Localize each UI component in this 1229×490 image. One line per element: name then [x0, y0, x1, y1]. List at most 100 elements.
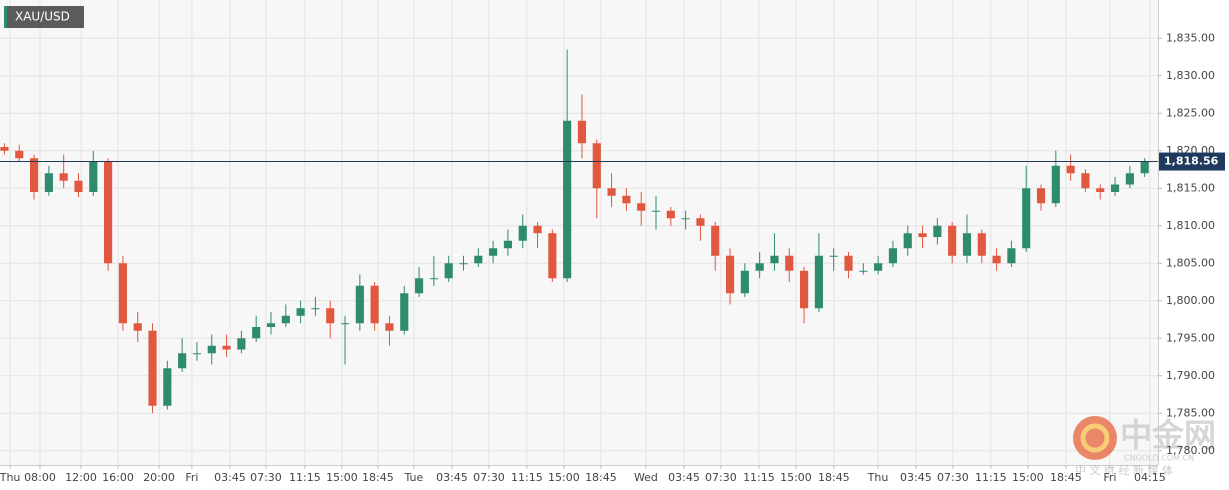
- x-tick-label: 15:00: [780, 471, 812, 484]
- current-price-label: 1,818.56: [1164, 155, 1219, 168]
- candle-body: [696, 218, 705, 226]
- candle-body: [903, 233, 912, 249]
- y-tick-label: 1,825.00: [1166, 106, 1215, 119]
- x-tick-label: 15:00: [548, 471, 580, 484]
- candle-body: [400, 293, 409, 331]
- candle-body: [89, 162, 98, 192]
- candle-body: [178, 353, 187, 369]
- candle-body: [370, 285, 379, 324]
- candle-body: [681, 218, 690, 220]
- candle-body: [133, 323, 142, 331]
- candle-body: [29, 158, 39, 192]
- candle-body: [1007, 248, 1016, 264]
- y-tick-label: 1,780.00: [1166, 444, 1215, 457]
- candle-body: [489, 248, 498, 256]
- x-tick-label: 18:45: [362, 471, 394, 484]
- candle-body: [874, 263, 883, 271]
- y-tick-label: 1,795.00: [1166, 331, 1215, 344]
- candle-body: [607, 188, 616, 196]
- x-tick-label: 03:45: [668, 471, 700, 484]
- candle-body: [577, 120, 587, 144]
- candle-body: [118, 263, 127, 324]
- candle-body: [725, 255, 735, 294]
- candle-body: [192, 353, 202, 355]
- candle-body: [785, 255, 794, 271]
- candle-body: [888, 248, 898, 264]
- candle-body: [74, 180, 83, 192]
- candle-body: [385, 323, 394, 331]
- candle-body: [474, 255, 483, 264]
- candle-body: [222, 345, 231, 350]
- candle-body: [533, 225, 542, 234]
- x-tick-label: 18:45: [818, 471, 850, 484]
- x-tick-label: 18:45: [585, 471, 617, 484]
- candle-body: [829, 255, 838, 257]
- watermark-domain: CNGOLD.COM.CN: [1124, 454, 1194, 463]
- x-tick-label: 11:15: [975, 471, 1007, 484]
- x-tick-label: Fri: [185, 471, 198, 484]
- y-tick-label: 1,835.00: [1166, 31, 1215, 44]
- watermark: 中金网 CNGOLD.COM.CN 中 文 财 经 新 媒 体: [1073, 416, 1216, 477]
- watermark-logo: [1073, 416, 1117, 460]
- candle-body: [281, 315, 290, 324]
- candle-body: [711, 225, 720, 256]
- candle-body: [59, 173, 68, 181]
- candle-body: [770, 255, 779, 264]
- candle-body: [444, 263, 453, 279]
- candle-body: [237, 338, 246, 350]
- x-tick-label: Thu: [0, 471, 20, 484]
- x-tick-label: 11:15: [289, 471, 321, 484]
- y-tick-label: 1,815.00: [1166, 181, 1215, 194]
- candle-body: [844, 255, 853, 271]
- x-tick-label: 18:45: [1050, 471, 1082, 484]
- x-tick-label: Wed: [634, 471, 658, 484]
- candle-body: [1140, 161, 1149, 174]
- candle-body: [1125, 173, 1134, 185]
- x-tick-label: 07:30: [937, 471, 969, 484]
- candle-body: [1096, 188, 1105, 192]
- candle-body: [326, 308, 335, 324]
- candle-body: [15, 150, 24, 159]
- candle-body: [0, 147, 9, 151]
- chart-title: XAU/USD: [15, 10, 70, 24]
- watermark-brand: 中金网: [1120, 416, 1216, 454]
- x-tick-label: 12:00: [65, 471, 97, 484]
- candle-body: [740, 270, 749, 294]
- x-tick-label: Thu: [867, 471, 889, 484]
- candle-body: [800, 270, 809, 309]
- y-tick-label: 1,800.00: [1166, 294, 1215, 307]
- candle-body: [1022, 188, 1031, 249]
- y-tick-label: 1,790.00: [1166, 369, 1215, 382]
- x-tick-label: 16:00: [102, 471, 134, 484]
- x-tick-label: 03:45: [900, 471, 932, 484]
- x-tick-label: 07:30: [705, 471, 737, 484]
- y-tick-label: 1,810.00: [1166, 219, 1215, 232]
- candle-body: [1051, 165, 1060, 204]
- candle-body: [992, 255, 1001, 264]
- x-tick-label: 20:00: [143, 471, 175, 484]
- candle-body: [859, 270, 868, 272]
- candle-body: [311, 308, 320, 310]
- candle-body: [252, 327, 261, 339]
- x-tick-label: 15:00: [1012, 471, 1044, 484]
- candle-body: [1066, 165, 1075, 174]
- candle-body: [266, 323, 276, 327]
- candle-body: [548, 233, 557, 279]
- y-tick-label: 1,830.00: [1166, 69, 1215, 82]
- candle-body: [592, 143, 601, 189]
- candle-body: [340, 323, 350, 325]
- candle-body: [104, 162, 113, 264]
- x-tick-label: 03:45: [436, 471, 468, 484]
- candle-body: [1036, 188, 1046, 204]
- candle-body: [651, 210, 661, 212]
- candle-body: [207, 345, 216, 354]
- candle-body: [666, 210, 675, 219]
- current-price-box: [1159, 152, 1225, 171]
- candle-body: [918, 233, 927, 237]
- x-tick-label: 08:00: [24, 471, 56, 484]
- candle-body: [814, 255, 823, 309]
- candle-body: [459, 263, 468, 265]
- y-tick-label: 1,805.00: [1166, 256, 1215, 269]
- x-tick-label: Tue: [403, 471, 423, 484]
